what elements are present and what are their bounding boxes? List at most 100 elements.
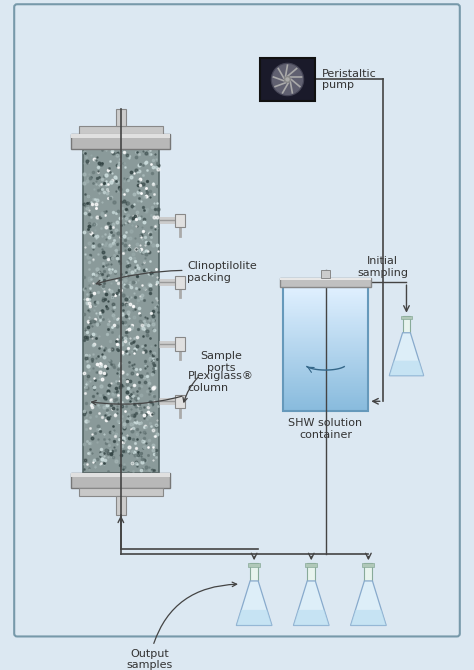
- Bar: [283, 362, 368, 364]
- Bar: [283, 383, 368, 385]
- Bar: [283, 336, 368, 338]
- Bar: [283, 324, 368, 326]
- Bar: [283, 336, 368, 337]
- Circle shape: [284, 76, 290, 82]
- Bar: [283, 309, 368, 310]
- Bar: [283, 392, 368, 393]
- Bar: [283, 326, 368, 328]
- Bar: [283, 409, 368, 410]
- Bar: [283, 300, 368, 302]
- Polygon shape: [389, 360, 424, 376]
- Bar: [283, 331, 368, 332]
- Bar: [283, 307, 368, 308]
- Bar: [283, 399, 368, 401]
- Bar: [71, 473, 170, 478]
- Bar: [280, 277, 371, 280]
- Bar: [283, 311, 368, 312]
- Bar: [283, 371, 368, 372]
- Bar: [283, 318, 368, 319]
- Bar: [365, 563, 373, 581]
- Bar: [283, 338, 368, 339]
- Bar: [283, 346, 368, 347]
- Bar: [283, 327, 368, 328]
- Bar: [283, 323, 368, 324]
- Bar: [283, 291, 368, 292]
- Bar: [321, 270, 330, 277]
- Bar: [283, 401, 368, 403]
- Text: SHW solution
container: SHW solution container: [289, 419, 363, 440]
- Polygon shape: [351, 610, 386, 626]
- FancyBboxPatch shape: [260, 58, 315, 101]
- Bar: [283, 329, 368, 330]
- Bar: [283, 387, 368, 388]
- Bar: [250, 563, 258, 581]
- Bar: [283, 325, 368, 326]
- Bar: [283, 369, 368, 370]
- FancyBboxPatch shape: [14, 4, 460, 636]
- Bar: [79, 488, 163, 496]
- Bar: [283, 316, 368, 318]
- Bar: [283, 313, 368, 314]
- Bar: [283, 334, 368, 335]
- Bar: [283, 308, 368, 310]
- Bar: [283, 289, 368, 290]
- Bar: [283, 388, 368, 389]
- Bar: [283, 334, 368, 336]
- Bar: [283, 354, 368, 356]
- Bar: [283, 377, 368, 378]
- Bar: [283, 384, 368, 385]
- Bar: [283, 292, 368, 293]
- Bar: [402, 316, 410, 333]
- Bar: [71, 134, 170, 139]
- Bar: [283, 343, 368, 344]
- Text: Clinoptilolite
packing: Clinoptilolite packing: [96, 261, 257, 285]
- Bar: [283, 366, 368, 367]
- Bar: [248, 563, 260, 567]
- Bar: [283, 374, 368, 375]
- Bar: [283, 379, 368, 381]
- Bar: [283, 408, 368, 409]
- Bar: [283, 310, 368, 311]
- Bar: [283, 287, 368, 411]
- Bar: [283, 394, 368, 395]
- Bar: [283, 315, 368, 316]
- Bar: [283, 410, 368, 411]
- Polygon shape: [237, 581, 272, 626]
- Bar: [175, 338, 185, 351]
- Bar: [283, 295, 368, 296]
- Bar: [283, 290, 368, 291]
- Bar: [283, 333, 368, 334]
- Bar: [283, 314, 368, 315]
- Bar: [283, 342, 368, 344]
- Bar: [116, 496, 126, 515]
- Bar: [283, 352, 368, 354]
- Bar: [283, 305, 368, 306]
- Bar: [283, 341, 368, 342]
- Bar: [283, 299, 368, 301]
- Bar: [283, 293, 368, 295]
- Text: Initial
sampling: Initial sampling: [357, 256, 408, 277]
- Bar: [283, 320, 368, 322]
- Text: Plexiglass®
column: Plexiglass® column: [91, 371, 254, 405]
- Bar: [283, 345, 368, 346]
- Bar: [71, 134, 170, 149]
- Text: Peristaltic
pump: Peristaltic pump: [322, 68, 376, 90]
- Bar: [283, 395, 368, 397]
- Bar: [283, 390, 368, 391]
- Bar: [283, 370, 368, 371]
- Bar: [305, 563, 317, 567]
- Bar: [283, 344, 368, 346]
- Polygon shape: [293, 610, 329, 626]
- Polygon shape: [389, 333, 424, 376]
- Bar: [283, 304, 368, 306]
- Bar: [283, 338, 368, 340]
- Bar: [283, 293, 368, 294]
- Bar: [283, 368, 368, 369]
- Bar: [283, 367, 368, 368]
- Bar: [283, 349, 368, 350]
- Bar: [283, 393, 368, 394]
- Polygon shape: [293, 581, 329, 626]
- Bar: [283, 404, 368, 405]
- Bar: [283, 391, 368, 392]
- Bar: [283, 381, 368, 382]
